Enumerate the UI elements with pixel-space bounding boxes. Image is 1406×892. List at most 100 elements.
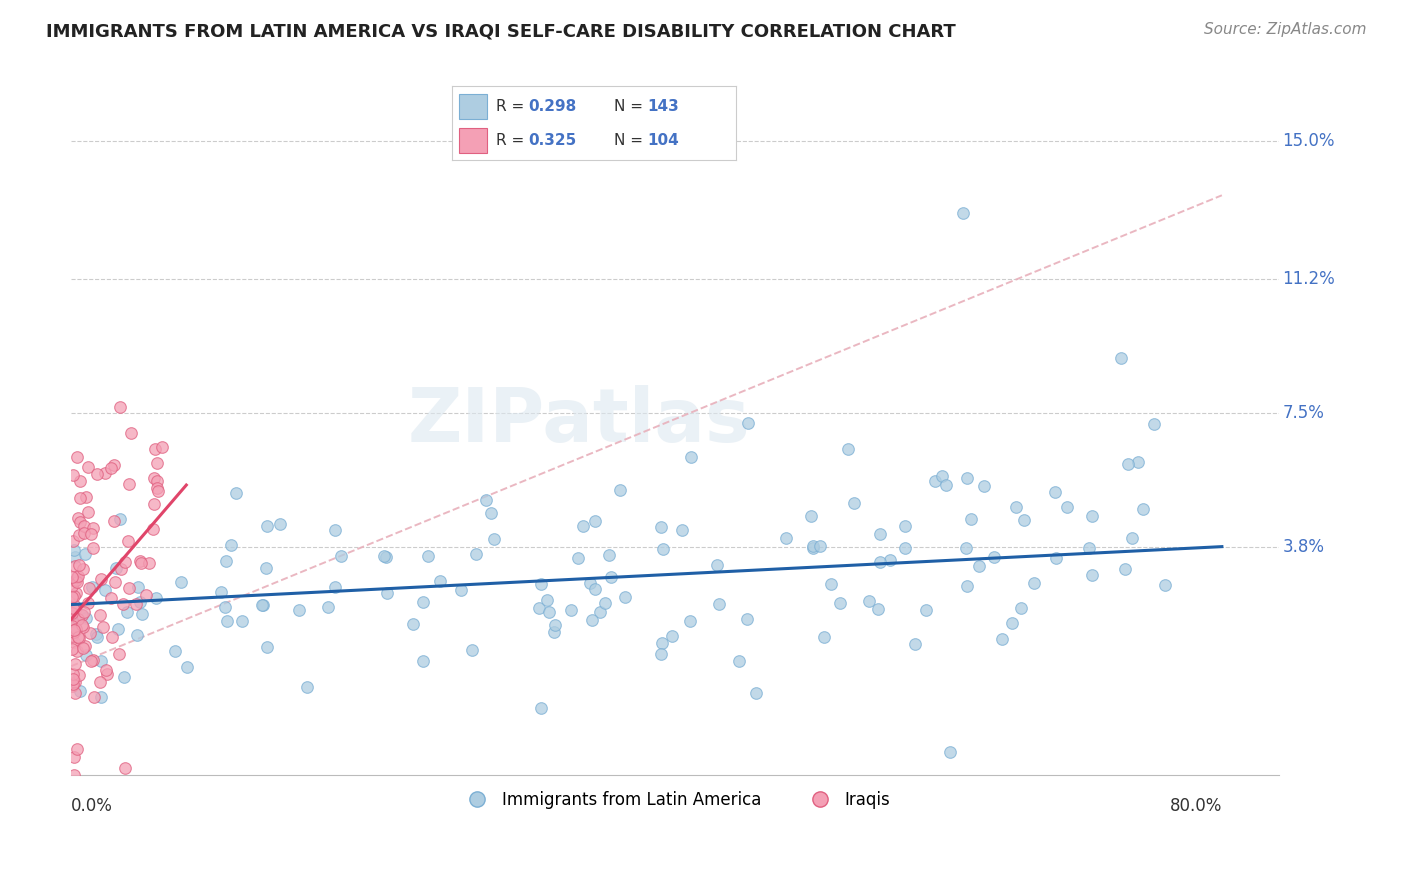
Point bbox=[60, 618, 83, 632]
Point bbox=[252, 598, 274, 612]
Point bbox=[67, 527, 90, 541]
Point bbox=[375, 586, 398, 600]
Point bbox=[1045, 551, 1067, 566]
Point bbox=[114, 761, 136, 775]
Point bbox=[66, 630, 89, 644]
Point bbox=[60, 641, 83, 656]
Point bbox=[1010, 601, 1032, 615]
Text: ZIPatlas: ZIPatlas bbox=[408, 385, 749, 458]
Point bbox=[801, 541, 824, 555]
Point bbox=[583, 514, 606, 528]
Point bbox=[219, 538, 242, 552]
Point bbox=[1081, 509, 1104, 524]
Point bbox=[90, 654, 112, 668]
Point bbox=[138, 557, 160, 571]
Point bbox=[681, 450, 703, 465]
Point bbox=[737, 416, 759, 430]
Point bbox=[100, 461, 122, 475]
Point bbox=[70, 617, 93, 632]
Point bbox=[1109, 351, 1132, 366]
Point bbox=[215, 614, 238, 628]
Point bbox=[706, 558, 728, 572]
Point bbox=[250, 598, 273, 612]
Point bbox=[650, 520, 672, 534]
Point bbox=[65, 618, 87, 632]
Point bbox=[62, 624, 84, 638]
Point bbox=[75, 648, 97, 662]
Point bbox=[110, 562, 132, 576]
Point bbox=[1121, 531, 1143, 545]
Point bbox=[170, 575, 193, 590]
Point bbox=[651, 636, 673, 650]
Point bbox=[72, 620, 94, 634]
Point bbox=[80, 654, 103, 668]
Point bbox=[120, 425, 142, 440]
Point bbox=[75, 490, 97, 504]
Point bbox=[709, 597, 731, 611]
Point bbox=[103, 514, 125, 528]
Point bbox=[1126, 455, 1149, 469]
Point bbox=[209, 585, 232, 599]
Point bbox=[90, 572, 112, 586]
Point bbox=[679, 614, 702, 628]
Point bbox=[75, 611, 97, 625]
Point bbox=[323, 523, 346, 537]
Point bbox=[69, 684, 91, 698]
Point bbox=[117, 533, 139, 548]
Point bbox=[215, 553, 238, 567]
Point bbox=[62, 467, 84, 482]
Point bbox=[63, 657, 86, 671]
Point bbox=[1132, 502, 1154, 516]
Point bbox=[163, 644, 186, 658]
Point bbox=[269, 517, 291, 532]
Point bbox=[1154, 578, 1177, 592]
Point bbox=[924, 474, 946, 488]
Point bbox=[91, 620, 114, 634]
Text: 11.2%: 11.2% bbox=[1282, 269, 1336, 287]
Point bbox=[560, 603, 582, 617]
Point bbox=[65, 644, 87, 658]
Point bbox=[60, 624, 83, 638]
Point bbox=[60, 570, 83, 584]
Point bbox=[1081, 567, 1104, 582]
Point bbox=[915, 603, 938, 617]
Point bbox=[745, 686, 768, 700]
Point bbox=[73, 640, 96, 654]
Point bbox=[76, 595, 98, 609]
Point bbox=[80, 581, 103, 595]
Point bbox=[973, 479, 995, 493]
Point bbox=[112, 669, 135, 683]
Point bbox=[373, 549, 395, 564]
Point bbox=[214, 599, 236, 614]
Point bbox=[150, 440, 173, 454]
Point bbox=[955, 579, 977, 593]
Point bbox=[412, 595, 434, 609]
Point bbox=[801, 539, 824, 553]
Point bbox=[295, 680, 318, 694]
Point bbox=[599, 570, 621, 584]
Text: 80.0%: 80.0% bbox=[1170, 797, 1222, 814]
Point bbox=[879, 553, 901, 567]
Point bbox=[983, 550, 1005, 565]
Point bbox=[544, 617, 567, 632]
Point bbox=[402, 616, 425, 631]
Point bbox=[115, 605, 138, 619]
Point bbox=[894, 541, 917, 555]
Point bbox=[256, 519, 278, 533]
Point bbox=[375, 550, 398, 565]
Point bbox=[66, 570, 89, 584]
Point bbox=[145, 442, 167, 456]
Point bbox=[62, 624, 84, 639]
Point bbox=[62, 601, 84, 615]
Point bbox=[866, 602, 889, 616]
Point bbox=[1143, 417, 1166, 432]
Point bbox=[90, 690, 112, 704]
Point bbox=[461, 643, 484, 657]
Point bbox=[72, 562, 94, 576]
Point bbox=[589, 605, 612, 619]
Point bbox=[572, 518, 595, 533]
Point bbox=[100, 591, 122, 605]
Point bbox=[287, 603, 309, 617]
Point bbox=[808, 539, 831, 553]
Point bbox=[65, 622, 87, 636]
